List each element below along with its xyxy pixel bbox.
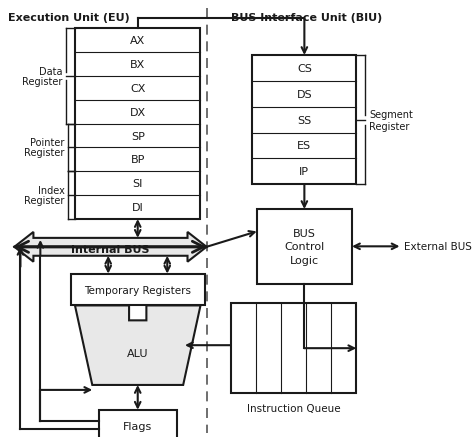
Text: Segment: Segment bbox=[369, 110, 413, 120]
Text: CS: CS bbox=[297, 64, 312, 74]
Text: BP: BP bbox=[130, 155, 145, 165]
Text: Flags: Flags bbox=[123, 421, 152, 431]
Text: AX: AX bbox=[130, 36, 146, 46]
Text: Register: Register bbox=[24, 148, 64, 158]
Text: Register: Register bbox=[24, 196, 64, 206]
Text: SI: SI bbox=[133, 179, 143, 189]
Text: ES: ES bbox=[297, 141, 311, 151]
Text: Data: Data bbox=[39, 67, 63, 77]
Text: DX: DX bbox=[130, 107, 146, 117]
Text: DI: DI bbox=[132, 203, 144, 212]
Text: SP: SP bbox=[131, 131, 145, 141]
Text: CX: CX bbox=[130, 84, 146, 94]
Text: BX: BX bbox=[130, 60, 146, 70]
Text: SS: SS bbox=[297, 115, 311, 125]
Bar bbox=[99, 410, 177, 438]
Bar bbox=[71, 274, 205, 306]
Text: Pointer: Pointer bbox=[30, 138, 64, 148]
Text: External BUS: External BUS bbox=[404, 242, 472, 252]
Text: Temporary Registers: Temporary Registers bbox=[84, 285, 191, 295]
Text: Execution Unit (EU): Execution Unit (EU) bbox=[9, 13, 130, 23]
Text: Instruction Queue: Instruction Queue bbox=[247, 403, 340, 413]
Bar bbox=[231, 304, 356, 393]
Text: DS: DS bbox=[297, 90, 312, 99]
Bar bbox=[253, 56, 356, 185]
Text: BUS
Control
Logic: BUS Control Logic bbox=[284, 229, 325, 265]
Text: Register: Register bbox=[369, 121, 410, 131]
Text: Register: Register bbox=[22, 77, 63, 87]
Text: ALU: ALU bbox=[127, 348, 148, 358]
Text: BUS Interface Unit (BIU): BUS Interface Unit (BIU) bbox=[231, 13, 382, 23]
Bar bbox=[257, 209, 352, 284]
Polygon shape bbox=[75, 306, 201, 385]
Text: Internal BUS: Internal BUS bbox=[71, 244, 150, 254]
Text: Index: Index bbox=[38, 186, 64, 196]
Bar bbox=[75, 29, 201, 219]
Text: IP: IP bbox=[300, 167, 310, 177]
Polygon shape bbox=[14, 233, 207, 262]
